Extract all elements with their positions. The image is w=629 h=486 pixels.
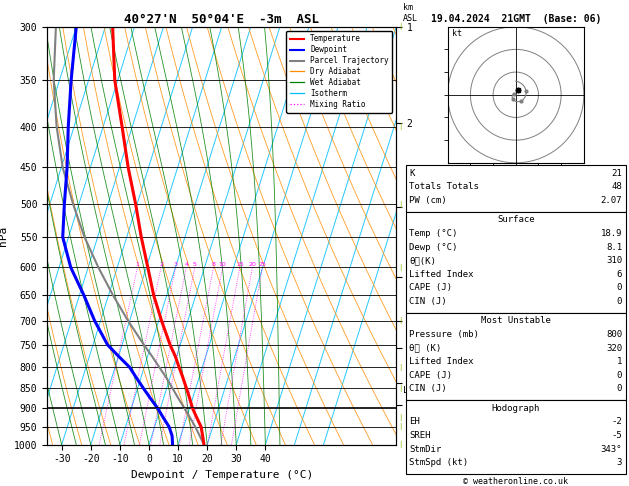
- Text: 2: 2: [159, 261, 163, 266]
- Text: 0: 0: [616, 371, 622, 380]
- Text: Surface: Surface: [497, 215, 535, 225]
- Text: 10: 10: [219, 261, 226, 266]
- Text: EH: EH: [409, 417, 420, 427]
- Y-axis label: hPa: hPa: [0, 226, 8, 246]
- Text: |: |: [399, 414, 401, 421]
- Text: LCL: LCL: [403, 386, 420, 395]
- Text: 3: 3: [174, 261, 177, 266]
- Text: 2.07: 2.07: [601, 196, 622, 205]
- Text: |: |: [399, 23, 401, 30]
- Text: CIN (J): CIN (J): [409, 297, 447, 306]
- Text: 8: 8: [211, 261, 215, 266]
- Text: |: |: [399, 264, 401, 271]
- Text: |: |: [399, 123, 401, 130]
- Text: Dewp (°C): Dewp (°C): [409, 243, 458, 252]
- Text: StmSpd (kt): StmSpd (kt): [409, 458, 469, 468]
- Text: 320: 320: [606, 344, 622, 353]
- Text: Pressure (mb): Pressure (mb): [409, 330, 479, 339]
- Text: 800: 800: [606, 330, 622, 339]
- Text: 0: 0: [616, 283, 622, 293]
- Text: Most Unstable: Most Unstable: [481, 316, 551, 326]
- Text: |: |: [399, 364, 401, 371]
- Text: |: |: [399, 385, 401, 392]
- Text: 1: 1: [135, 261, 140, 266]
- Text: CAPE (J): CAPE (J): [409, 371, 452, 380]
- Text: 19.04.2024  21GMT  (Base: 06): 19.04.2024 21GMT (Base: 06): [431, 14, 601, 24]
- Text: |: |: [399, 317, 401, 324]
- Text: 4: 4: [184, 261, 188, 266]
- Text: 25: 25: [259, 261, 266, 266]
- Text: 20: 20: [248, 261, 256, 266]
- Text: CAPE (J): CAPE (J): [409, 283, 452, 293]
- Text: |: |: [399, 201, 401, 208]
- Text: PW (cm): PW (cm): [409, 196, 447, 205]
- Text: 5: 5: [193, 261, 197, 266]
- Text: 0: 0: [616, 297, 622, 306]
- Text: SREH: SREH: [409, 431, 431, 440]
- Text: 310: 310: [606, 256, 622, 265]
- Text: 343°: 343°: [601, 445, 622, 454]
- Text: 8.1: 8.1: [606, 243, 622, 252]
- Text: kt: kt: [452, 29, 462, 38]
- Text: 15: 15: [236, 261, 243, 266]
- Text: Totals Totals: Totals Totals: [409, 182, 479, 191]
- Text: 18.9: 18.9: [601, 229, 622, 238]
- Text: Lifted Index: Lifted Index: [409, 357, 474, 366]
- Text: Lifted Index: Lifted Index: [409, 270, 474, 279]
- Text: |: |: [399, 441, 401, 448]
- Text: 1: 1: [616, 357, 622, 366]
- Text: 3: 3: [616, 458, 622, 468]
- Text: Hodograph: Hodograph: [492, 404, 540, 413]
- Text: StmDir: StmDir: [409, 445, 442, 454]
- Text: |: |: [399, 423, 401, 431]
- Text: 21: 21: [611, 169, 622, 178]
- Title: 40°27'N  50°04'E  -3m  ASL: 40°27'N 50°04'E -3m ASL: [124, 13, 320, 26]
- Text: θᴇ (K): θᴇ (K): [409, 344, 442, 353]
- Text: -2: -2: [611, 417, 622, 427]
- Legend: Temperature, Dewpoint, Parcel Trajectory, Dry Adiabat, Wet Adiabat, Isotherm, Mi: Temperature, Dewpoint, Parcel Trajectory…: [286, 31, 392, 113]
- Text: CIN (J): CIN (J): [409, 384, 447, 394]
- X-axis label: Dewpoint / Temperature (°C): Dewpoint / Temperature (°C): [131, 470, 313, 480]
- Text: -5: -5: [611, 431, 622, 440]
- Text: 0: 0: [616, 384, 622, 394]
- Text: 48: 48: [611, 182, 622, 191]
- Text: km
ASL: km ASL: [403, 3, 418, 22]
- Text: Temp (°C): Temp (°C): [409, 229, 458, 238]
- Text: K: K: [409, 169, 415, 178]
- Text: 6: 6: [616, 270, 622, 279]
- Text: θᴇ(K): θᴇ(K): [409, 256, 437, 265]
- Text: © weatheronline.co.uk: © weatheronline.co.uk: [464, 477, 568, 486]
- Y-axis label: Mixing Ratio (g/kg): Mixing Ratio (g/kg): [414, 180, 424, 292]
